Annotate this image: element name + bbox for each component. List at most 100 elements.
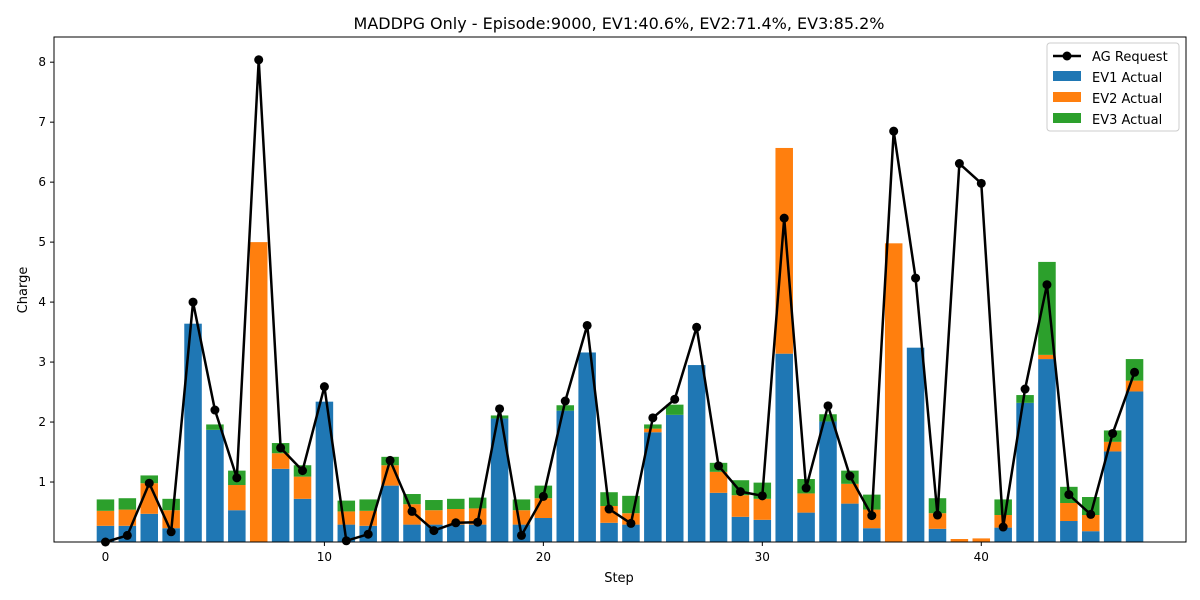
x-axis-ticks: 0 10 20 30 40 — [102, 542, 989, 564]
bar-ev1-step-46 — [1103, 451, 1122, 542]
request-point-step-13 — [385, 455, 395, 465]
request-point-step-12 — [363, 529, 373, 539]
bar-ev2-step-15 — [425, 510, 443, 525]
legend: AG Request EV1 Actual EV2 Actual EV3 Act… — [1046, 42, 1180, 132]
bar-ev2-step-38 — [928, 513, 947, 529]
bar-ev2-step-11 — [337, 511, 356, 525]
request-line-group — [100, 55, 1140, 547]
bar-ev1-step-30 — [753, 519, 772, 542]
request-point-step-45 — [1086, 509, 1096, 519]
request-point-step-9 — [298, 466, 308, 476]
request-point-step-36 — [889, 126, 899, 136]
request-point-step-26 — [670, 394, 680, 404]
bar-ev3-step-25 — [644, 424, 662, 429]
bar-ev2-step-44 — [1060, 503, 1078, 522]
request-point-step-27 — [692, 322, 702, 332]
y-tick-label-7: 7 — [38, 115, 46, 129]
request-point-step-10 — [319, 382, 329, 392]
bar-ev1-step-47 — [1125, 391, 1144, 542]
legend-label-ev1: EV1 Actual — [1092, 71, 1162, 86]
y-tick-label-2: 2 — [38, 415, 46, 429]
request-point-step-20 — [538, 491, 548, 501]
bar-ev1-step-37 — [906, 347, 925, 542]
bar-ev2-step-30 — [753, 498, 772, 520]
bar-ev3-step-18 — [490, 415, 509, 419]
bar-ev3-step-42 — [1016, 395, 1034, 403]
bar-ev2-step-45 — [1081, 515, 1100, 532]
request-point-step-3 — [166, 527, 176, 537]
bar-ev2-step-34 — [841, 483, 859, 504]
y-axis-label: Charge — [16, 267, 31, 314]
request-point-step-8 — [276, 443, 286, 453]
bar-ev1-step-9 — [293, 498, 312, 542]
request-point-step-22 — [582, 320, 592, 330]
request-point-step-41 — [998, 522, 1008, 532]
x-tick-label-0: 0 — [102, 550, 110, 564]
chart-title: MADDPG Only - Episode:9000, EV1:40.6%, E… — [354, 14, 885, 33]
bar-ev1-step-38 — [928, 528, 947, 542]
request-point-step-43 — [1042, 280, 1052, 290]
legend-swatch-ev1 — [1053, 71, 1081, 81]
request-point-step-21 — [560, 396, 570, 406]
request-point-step-5 — [210, 405, 220, 415]
bar-ev1-step-27 — [687, 365, 706, 542]
bar-ev3-step-19 — [512, 499, 531, 511]
y-tick-label-1: 1 — [38, 475, 46, 489]
bar-ev1-step-14 — [403, 524, 421, 542]
bar-ev1-step-20 — [534, 518, 553, 542]
request-point-step-35 — [867, 511, 877, 521]
bar-ev1-step-2 — [140, 513, 159, 542]
bar-ev2-step-9 — [293, 476, 312, 499]
bar-ev3-step-16 — [447, 498, 465, 510]
legend-label-request: AG Request — [1092, 50, 1168, 65]
bar-ev2-step-25 — [644, 428, 662, 433]
bar-ev3-step-0 — [96, 499, 115, 511]
bar-ev1-step-26 — [665, 414, 684, 542]
request-point-step-25 — [648, 413, 658, 423]
x-tick-label-40: 40 — [974, 550, 989, 564]
bar-ev1-step-33 — [819, 421, 837, 542]
request-point-step-30 — [757, 491, 767, 501]
request-point-step-46 — [1108, 428, 1118, 438]
bar-ev2-step-32 — [797, 493, 815, 513]
request-point-step-23 — [604, 504, 614, 514]
bar-ev3-step-17 — [468, 497, 487, 509]
bar-ev1-step-24 — [622, 524, 640, 542]
bar-ev1-step-18 — [490, 418, 509, 542]
bar-ev2-step-43 — [1038, 354, 1056, 360]
bar-ev2-step-40 — [972, 538, 991, 542]
request-point-step-39 — [954, 159, 964, 169]
request-point-step-33 — [823, 401, 833, 411]
request-point-step-4 — [188, 297, 198, 307]
request-point-step-42 — [1020, 384, 1030, 394]
y-tick-label-6: 6 — [38, 175, 46, 189]
bar-ev3-step-15 — [425, 500, 443, 511]
request-point-step-1 — [122, 530, 132, 540]
request-point-step-24 — [626, 518, 636, 528]
bar-ev3-step-12 — [359, 499, 377, 511]
bar-ev1-step-17 — [468, 524, 487, 542]
bar-ev3-step-5 — [206, 424, 224, 430]
legend-box — [1046, 42, 1180, 132]
y-tick-label-3: 3 — [38, 355, 46, 369]
legend-swatch-ev3 — [1053, 113, 1081, 123]
bar-ev1-step-35 — [863, 528, 881, 542]
bar-ev2-step-0 — [96, 510, 115, 526]
bar-ev1-step-41 — [994, 527, 1012, 542]
request-point-step-6 — [232, 473, 242, 483]
x-tick-label-20: 20 — [536, 550, 551, 564]
legend-label-ev3: EV3 Actual — [1092, 113, 1162, 128]
bar-ev1-step-0 — [96, 525, 115, 542]
request-point-step-37 — [911, 273, 921, 283]
y-tick-label-8: 8 — [38, 55, 46, 69]
bar-ev1-step-45 — [1081, 531, 1100, 542]
bar-ev1-step-23 — [600, 522, 618, 542]
request-point-step-34 — [845, 471, 855, 481]
request-point-step-14 — [407, 506, 417, 516]
bar-ev1-step-13 — [381, 485, 399, 542]
bar-ev2-step-46 — [1103, 441, 1122, 452]
request-point-step-47 — [1130, 367, 1140, 377]
bar-ev1-step-8 — [271, 468, 290, 542]
x-axis-label: Step — [604, 571, 634, 586]
